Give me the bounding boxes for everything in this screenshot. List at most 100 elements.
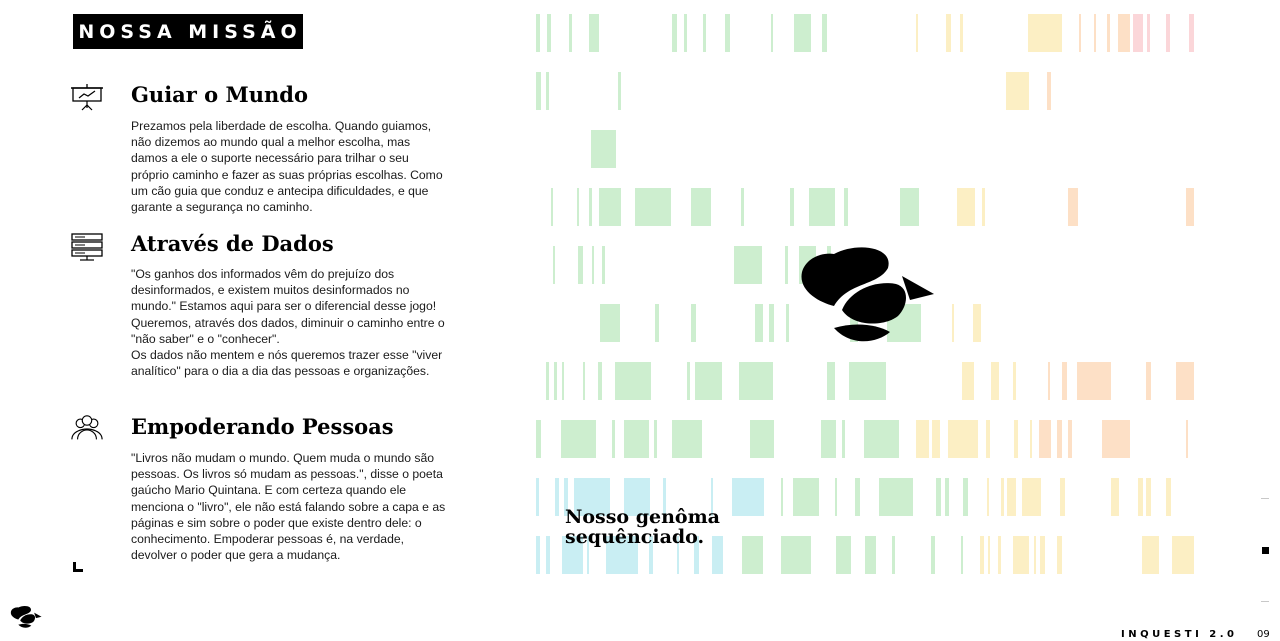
barcode-stripe	[794, 14, 811, 52]
barcode-stripe	[1030, 420, 1032, 458]
barcode-stripe	[536, 478, 539, 516]
barcode-stripe	[687, 362, 690, 400]
barcode-stripe	[936, 478, 941, 516]
barcode-stripe	[536, 72, 541, 110]
barcode-stripe	[536, 536, 540, 574]
barcode-stripe	[561, 420, 596, 458]
barcode-stripe	[1007, 478, 1016, 516]
page-nav-dot[interactable]	[1261, 498, 1269, 499]
barcode-stripe	[615, 362, 651, 400]
barcode-stripe	[986, 420, 990, 458]
barcode-stripe	[711, 478, 713, 516]
barcode-stripe	[536, 14, 540, 52]
presentation-board-icon	[71, 84, 103, 111]
barcode-stripe	[536, 420, 541, 458]
barcode-stripe	[931, 536, 935, 574]
barcode-stripe	[618, 72, 621, 110]
page-nav-dot-active[interactable]	[1262, 547, 1269, 554]
barcode-stripe	[785, 246, 788, 284]
barcode-stripe	[589, 188, 592, 226]
paragraph: Os dados não mentem e nós queremos traze…	[131, 348, 443, 379]
section-heading-guiar: Guiar o Mundo	[131, 82, 308, 107]
barcode-stripe	[635, 188, 671, 226]
barcode-stripe	[1189, 14, 1194, 52]
bird-logo-icon	[801, 247, 934, 342]
barcode-stripe	[1138, 478, 1143, 516]
section-text-dados: "Os ganhos dos informados vêm do prejuíz…	[131, 266, 449, 379]
barcode-stripe	[1014, 420, 1018, 458]
footer-brand: INQUESTI 2.0	[1121, 629, 1238, 640]
barcode-stripe	[649, 536, 653, 574]
section-heading-dados: Através de Dados	[131, 231, 334, 256]
barcode-stripe	[554, 362, 557, 400]
barcode-stripe	[960, 14, 963, 52]
barcode-stripe	[677, 536, 679, 574]
barcode-stripe	[725, 14, 730, 52]
paragraph: "Livros não mudam o mundo. Quem muda o m…	[131, 451, 446, 563]
barcode-stripe	[991, 362, 999, 400]
barcode-stripe	[587, 536, 589, 574]
barcode-stripe	[546, 362, 549, 400]
barcode-stripe	[932, 420, 940, 458]
barcode-stripe	[612, 420, 615, 458]
barcode-stripe	[963, 478, 968, 516]
barcode-stripe	[553, 246, 555, 284]
barcode-stripe	[1079, 14, 1081, 52]
barcode-stripe	[712, 536, 723, 574]
small-bird-logo-icon	[10, 605, 42, 628]
barcode-stripe	[577, 188, 579, 226]
barcode-stripe	[695, 362, 722, 400]
barcode-stripe	[850, 304, 858, 342]
section-text-guiar: Prezamos pela liberdade de escolha. Quan…	[131, 118, 449, 215]
barcode-stripe	[836, 536, 851, 574]
barcode-stripe	[562, 536, 583, 574]
section-title: NOSSA MISSÃO	[73, 14, 303, 49]
barcode-stripe	[1057, 536, 1062, 574]
barcode-stripe	[684, 14, 687, 52]
barcode-stripe	[1034, 536, 1036, 574]
barcode-stripe	[865, 536, 876, 574]
barcode-stripe	[598, 362, 602, 400]
barcode-stripe	[1186, 420, 1188, 458]
barcode-stripe	[1118, 14, 1130, 52]
barcode-stripe	[781, 536, 811, 574]
barcode-stripe	[1146, 362, 1151, 400]
barcode-stripe	[1068, 188, 1078, 226]
barcode-stripe	[842, 420, 845, 458]
barcode-stripe	[1022, 478, 1041, 516]
barcode-stripe	[1133, 14, 1143, 52]
page-number: 09	[1257, 629, 1270, 640]
barcode-stripe	[1172, 536, 1194, 574]
barcode-stripe	[849, 362, 886, 400]
barcode-stripe	[578, 246, 583, 284]
barcode-stripe	[1039, 420, 1051, 458]
barcode-stripe	[790, 188, 794, 226]
barcode-stripe	[855, 478, 860, 516]
barcode-stripe	[742, 536, 763, 574]
page-nav-dot[interactable]	[1261, 601, 1269, 602]
barcode-stripe	[809, 188, 835, 226]
barcode-stripe	[1040, 536, 1045, 574]
barcode-stripe	[1013, 362, 1016, 400]
barcode-stripe	[655, 304, 659, 342]
barcode-stripe	[822, 14, 827, 52]
barcode-stripe	[781, 478, 783, 516]
barcode-stripe	[602, 246, 605, 284]
barcode-stripe	[1001, 478, 1004, 516]
genome-barcode-graphic	[534, 10, 1200, 578]
barcode-stripe	[694, 536, 699, 574]
barcode-stripe	[961, 536, 963, 574]
barcode-stripe	[1176, 362, 1194, 400]
barcode-stripe	[624, 478, 650, 516]
barcode-stripe	[1048, 362, 1050, 400]
barcode-stripe	[546, 536, 550, 574]
barcode-stripe	[827, 362, 835, 400]
barcode-stripe	[589, 14, 599, 52]
barcode-stripe	[691, 304, 696, 342]
barcode-stripe	[592, 246, 594, 284]
barcode-stripe	[1094, 14, 1096, 52]
barcode-stripe	[786, 304, 789, 342]
barcode-stripe	[892, 536, 895, 574]
barcode-stripe	[957, 188, 975, 226]
barcode-stripe	[962, 362, 974, 400]
